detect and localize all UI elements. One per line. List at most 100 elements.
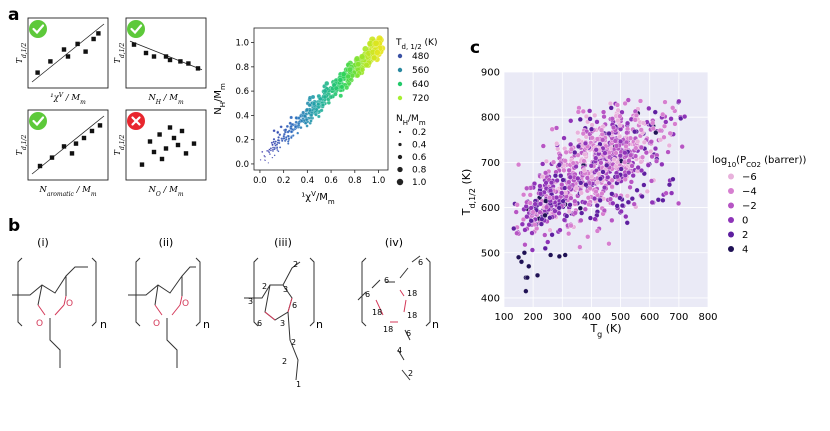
panel-c-legend-label: −2: [742, 201, 757, 212]
panel-c-point: [628, 152, 634, 158]
panel-c-point: [666, 182, 673, 188]
panel-c-point: [568, 141, 574, 147]
scatter-a-point: [287, 137, 291, 140]
panel-c-xtick: 200: [524, 312, 543, 323]
panel-c-point: [567, 202, 573, 208]
panel-c-point: [623, 143, 629, 149]
mini-plot-4: Td,1/2 NO / Mm: [113, 109, 207, 198]
panel-c-point: [607, 196, 614, 202]
scatter-a-point: [276, 131, 280, 134]
panel-c-ytick: 500: [481, 248, 500, 259]
scatter-a-xtick: 0.8: [348, 176, 362, 186]
mini-plot-point: [178, 59, 183, 64]
mini-plot-point: [61, 47, 67, 52]
panel-c-point: [550, 159, 557, 165]
legend-size-label: 1.0: [412, 178, 427, 188]
panel-c-xlabel: Tg (K): [589, 322, 621, 339]
panel-c-point: [554, 140, 560, 147]
panel-c-point: [577, 205, 583, 211]
scatter-a-size-title: NH/Mm: [396, 114, 426, 127]
panel-c-legend-marker: [728, 188, 734, 194]
scatter-a-point: [285, 124, 289, 128]
panel-c-point: [594, 136, 601, 142]
panel-c-xtick: 100: [494, 312, 513, 323]
scatter-a-point: [344, 85, 350, 91]
panel-label-c: c: [470, 38, 480, 58]
panel-c-point: [575, 143, 582, 150]
legend-size-label: 0.6: [412, 153, 427, 163]
legend-size-marker: [397, 154, 403, 160]
scatter-a-point: [276, 149, 279, 152]
panel-c-point: [657, 127, 663, 134]
legend-size-marker: [398, 142, 402, 147]
bracket-right-iii: [309, 257, 315, 327]
scatter-a-point: [277, 150, 280, 153]
scatter-a-point: [322, 94, 328, 100]
mini-plot-point: [147, 139, 153, 144]
mini-plot-point: [143, 50, 149, 56]
scatter-a-point: [276, 139, 280, 142]
mini-plot-point: [96, 31, 101, 36]
panel-c-point: [650, 125, 656, 132]
mini-plot-point: [171, 135, 177, 141]
panel-c-point: [617, 113, 623, 119]
scatter-a-hue-title: Td, 1/2 (K): [395, 38, 437, 51]
scatter-a-point: [294, 120, 298, 124]
svg-text:2: 2: [408, 369, 413, 378]
panel-c-legend-marker: [728, 246, 734, 252]
scatter-a-xtick: 0.4: [301, 176, 315, 186]
panel-c-point: [611, 156, 617, 163]
scatter-a-ytick: 0.6: [235, 87, 249, 97]
legend-size-label: 0.4: [412, 141, 427, 151]
scatter-a-point: [326, 100, 331, 105]
panel-c-point: [543, 204, 550, 210]
check-icon: [29, 20, 47, 38]
panel-c-point: [641, 139, 647, 145]
panel-c-point: [609, 116, 615, 122]
scatter-a-xtick: 0.6: [324, 176, 338, 186]
panel-c-point: [522, 227, 528, 233]
structure-i-n: n: [100, 318, 107, 331]
panel-c-point: [676, 98, 682, 104]
scatter-a-point: [297, 116, 301, 120]
panel-c-point: [646, 105, 652, 111]
panel-c-point: [613, 143, 620, 149]
panel-c-point: [637, 98, 644, 104]
panel-c-point: [549, 126, 555, 132]
scatter-a-point: [281, 139, 284, 142]
scatter-a-point: [272, 138, 276, 141]
panel-c-legend-marker: [728, 217, 734, 223]
panel-c-point: [614, 203, 620, 209]
panel-c-point: [593, 189, 599, 195]
structure-iv-label: (iv): [385, 236, 403, 249]
mini-plot-point: [159, 156, 165, 162]
panel-c-point: [635, 164, 641, 171]
panel-c-point: [648, 139, 654, 145]
panel-c-point: [568, 118, 574, 124]
scatter-a-point: [270, 141, 274, 144]
scatter-a-point: [314, 107, 319, 112]
mini-plot-1: Td,1/2 ¹χV / Mm: [15, 17, 109, 106]
scatter-a-point: [274, 140, 277, 143]
scatter-a-point: [371, 54, 378, 61]
scatter-a-ytick: 0.0: [235, 160, 249, 170]
panel-c-point: [618, 138, 624, 145]
legend-size-label: 0.8: [412, 166, 427, 176]
panel-c-point: [630, 173, 636, 179]
panel-c-point: [545, 239, 551, 245]
legend-size-marker: [397, 166, 403, 173]
panel-label-b: b: [8, 216, 20, 236]
panel-c-point: [648, 148, 654, 155]
panel-c-point: [522, 242, 528, 248]
scatter-a-point: [271, 156, 274, 159]
panel-c-point: [527, 200, 533, 206]
bracket-left-iii: [253, 257, 259, 327]
panel-c-point: [650, 120, 656, 126]
panel-c-point: [601, 114, 607, 120]
panel-c-point: [572, 198, 578, 204]
panel-c-point: [638, 167, 645, 174]
panel-c-point: [514, 230, 520, 236]
panel-c-point: [566, 167, 572, 173]
mini-plot-point: [183, 151, 189, 156]
scatter-a-point: [310, 94, 316, 100]
